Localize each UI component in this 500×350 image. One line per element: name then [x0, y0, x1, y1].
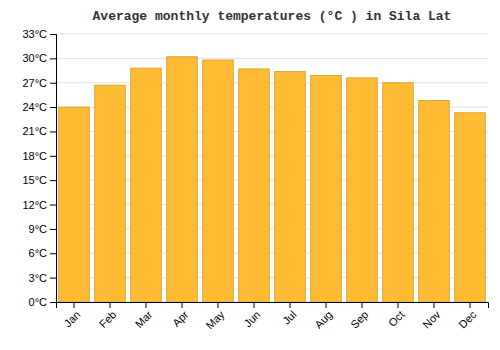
bar — [167, 57, 198, 302]
y-tick: 9°C — [29, 223, 56, 235]
y-tick: 3°C — [29, 272, 56, 284]
y-tick-mark — [50, 180, 56, 181]
y-tick-label: 18°C — [22, 150, 47, 162]
x-tick-mark — [182, 302, 183, 308]
y-tick-mark — [50, 34, 56, 35]
x-tick: Jan — [62, 302, 83, 329]
bar — [239, 69, 270, 302]
y-tick-mark — [50, 58, 56, 59]
y-tick-mark — [50, 253, 56, 254]
y-tick-label: 0°C — [29, 296, 48, 308]
y-tick-label: 24°C — [22, 101, 47, 113]
x-tick-mark — [110, 302, 111, 308]
x-tick-mark — [398, 302, 399, 308]
x-tick: Dec — [456, 302, 479, 331]
y-tick-mark — [50, 302, 56, 303]
x-tick: Feb — [97, 302, 119, 330]
x-axis-line — [57, 303, 489, 309]
y-tick-label: 9°C — [29, 223, 48, 235]
x-axis: Jan Feb Mar Apr May Jun Jul Aug Sep Oct Nov Dec — [57, 302, 489, 331]
y-tick-mark — [50, 229, 56, 230]
chart: 0°C 3°C 6°C 9°C 12°C 15°C 18°C 21°C 24°C 27°C 30°C… — [0, 0, 500, 350]
y-tick: 21°C — [22, 125, 56, 137]
x-tick-label: May — [203, 308, 227, 332]
y-tick-label: 27°C — [22, 77, 47, 89]
x-tick-label: Jun — [242, 308, 263, 329]
title: Average monthly temperatures (°C ) in Si… — [93, 9, 452, 24]
x-tick-label: Jan — [62, 308, 83, 329]
bar — [347, 78, 378, 302]
x-tick: Jul — [280, 302, 298, 327]
y-tick-mark — [50, 156, 56, 157]
y-tick-label: 3°C — [29, 272, 48, 284]
y-tick-mark — [50, 278, 56, 279]
y-tick-label: 15°C — [22, 174, 47, 186]
y-tick: 33°C — [22, 28, 56, 40]
x-tick-label: Feb — [97, 308, 119, 330]
bar — [275, 71, 306, 302]
x-tick-mark — [146, 302, 147, 308]
y-tick: 12°C — [22, 199, 56, 211]
x-tick-mark — [362, 302, 363, 308]
x-tick-label: Nov — [420, 308, 443, 331]
bar — [131, 68, 162, 302]
x-tick-label: Mar — [133, 308, 155, 330]
y-tick: 0°C — [29, 296, 56, 308]
x-tick: Sep — [348, 302, 370, 331]
y-axis-line — [50, 35, 57, 303]
x-tick-mark — [470, 302, 471, 308]
bar — [311, 75, 342, 302]
x-tick-mark — [326, 302, 327, 308]
y-tick: 6°C — [29, 247, 56, 259]
y-axis: 0°C 3°C 6°C 9°C 12°C 15°C 18°C 21°C 24°C 27°C 30°C… — [22, 28, 56, 308]
y-tick-label: 21°C — [22, 125, 47, 137]
x-tick-label: Aug — [312, 308, 334, 330]
bar — [419, 101, 450, 302]
x-tick: Aug — [312, 302, 334, 331]
y-tick-label: 12°C — [22, 199, 47, 211]
x-tick: May — [203, 302, 227, 331]
bar — [203, 60, 234, 302]
bars — [59, 57, 486, 302]
y-tick: 24°C — [22, 101, 56, 113]
bar — [383, 83, 414, 302]
x-tick-label: Oct — [386, 308, 407, 329]
x-tick-mark — [254, 302, 255, 308]
x-tick: Oct — [386, 302, 407, 329]
y-tick: 30°C — [22, 52, 56, 64]
grid-line — [56, 58, 488, 59]
x-tick-label: Jul — [280, 308, 298, 326]
grid-line — [56, 82, 488, 83]
x-tick-mark — [218, 302, 219, 308]
x-tick: Jun — [242, 302, 263, 329]
x-tick: Nov — [420, 302, 443, 331]
x-tick-mark — [74, 302, 75, 308]
bar — [95, 85, 126, 302]
x-tick-mark — [290, 302, 291, 308]
y-tick-mark — [50, 131, 56, 132]
y-tick: 15°C — [22, 174, 56, 186]
x-tick-label: Sep — [348, 308, 370, 330]
y-tick: 18°C — [22, 150, 56, 162]
y-tick-label: 30°C — [22, 52, 47, 64]
y-tick-mark — [50, 107, 56, 108]
y-tick-label: 6°C — [29, 247, 48, 259]
y-tick-label: 33°C — [22, 28, 47, 40]
grid — [56, 34, 488, 302]
x-tick-mark — [434, 302, 435, 308]
y-tick-mark — [50, 83, 56, 84]
bar — [455, 113, 486, 302]
x-tick-label: Apr — [170, 308, 191, 329]
x-tick: Apr — [170, 302, 191, 329]
grid-line — [56, 34, 488, 35]
y-tick: 27°C — [22, 77, 56, 89]
x-tick: Mar — [133, 302, 155, 330]
plot: 0°C 3°C 6°C 9°C 12°C 15°C 18°C 21°C 24°C 27°C 30°C… — [22, 28, 488, 331]
y-tick-mark — [50, 205, 56, 206]
bar — [59, 107, 90, 302]
x-tick-label: Dec — [456, 308, 479, 331]
